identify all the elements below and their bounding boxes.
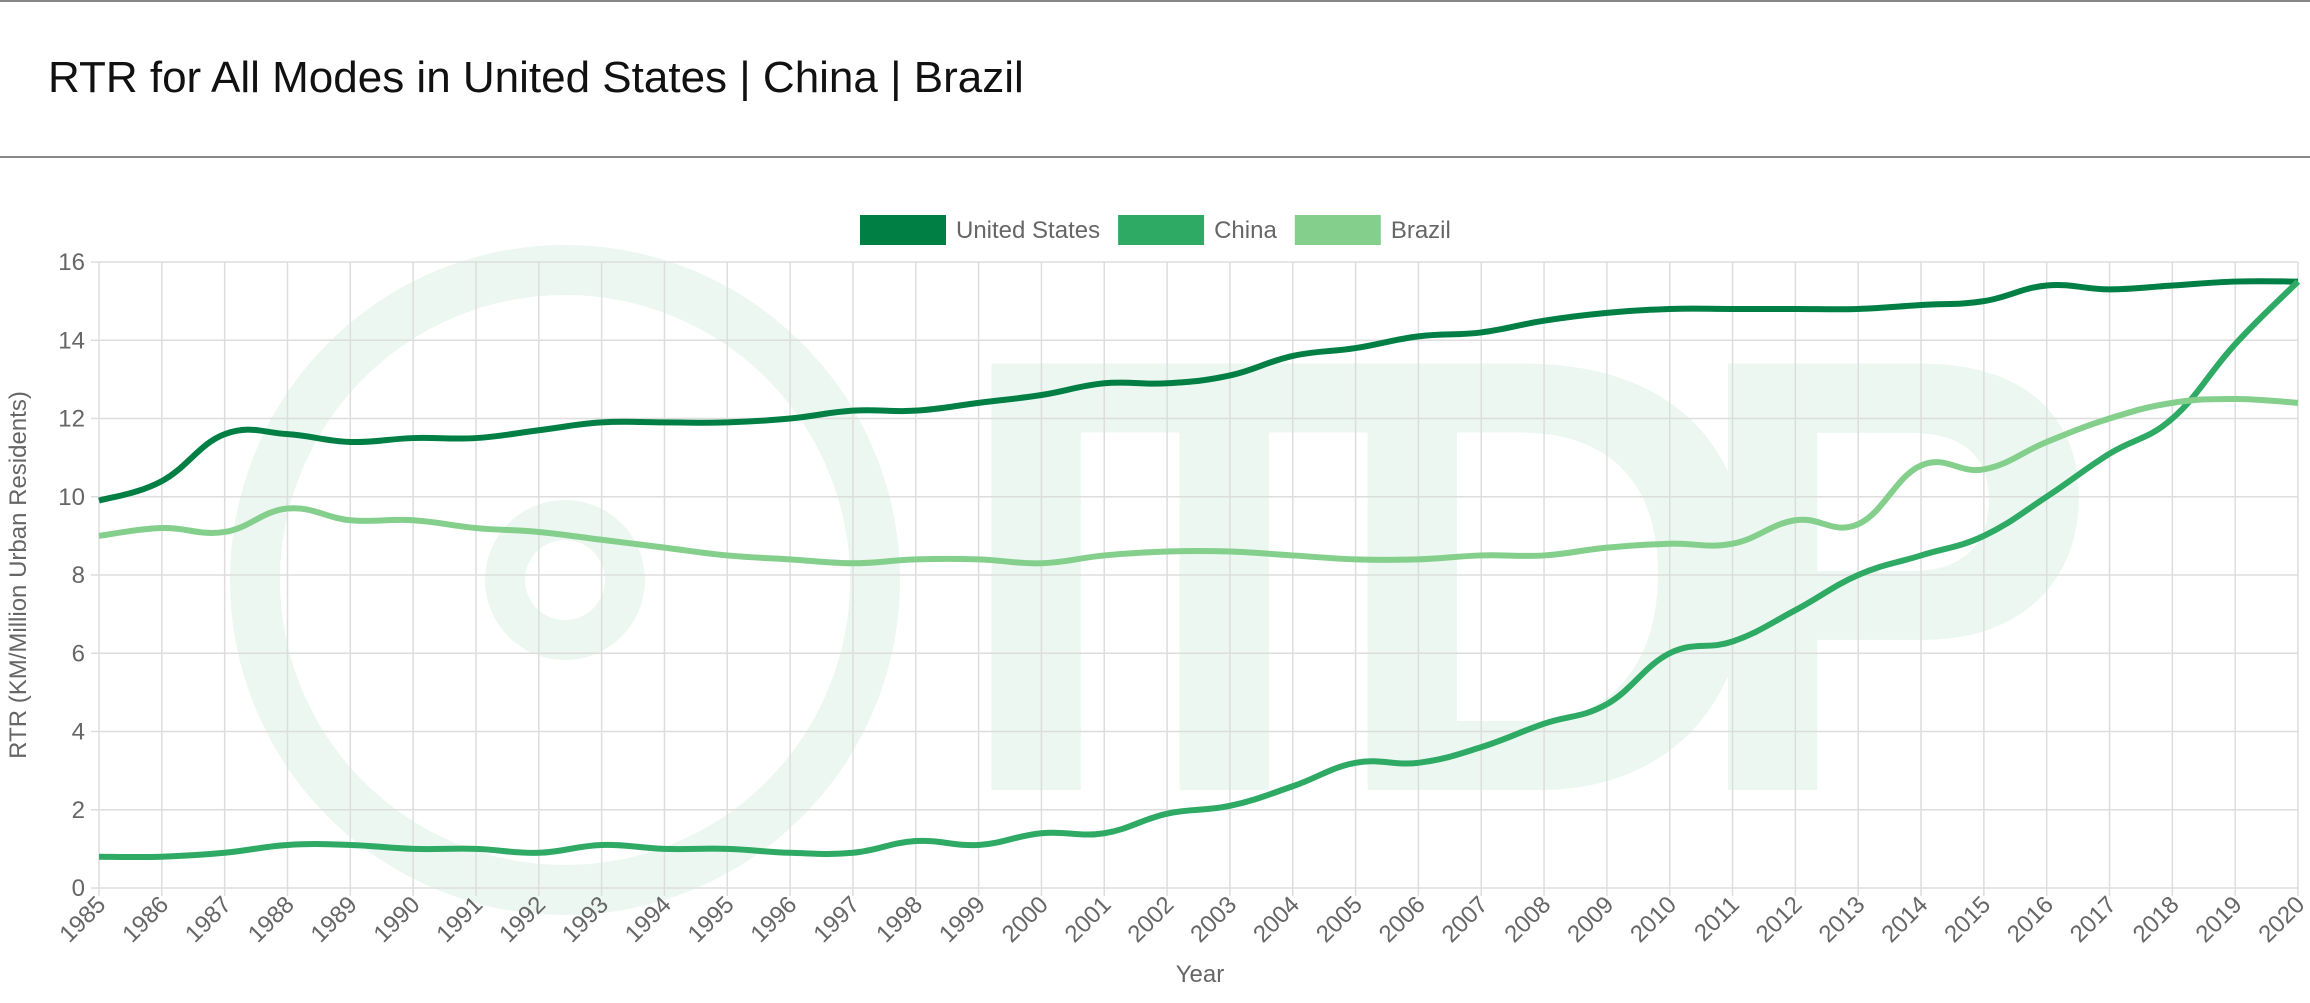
x-tick-label: 1988 [243,891,300,948]
legend-text: Brazil [1391,217,1451,244]
x-tick-label: 1997 [808,891,865,948]
legend-text: United States [956,217,1100,244]
legend: United States China Brazil [860,215,1451,245]
y-tick-label: 6 [72,640,85,667]
y-tick-label: 16 [58,249,85,276]
x-tick-label: 1990 [369,891,426,948]
series-line [98,278,2299,504]
y-tick-label: 8 [72,562,85,589]
series-line [98,279,2301,861]
x-tick-label: 1986 [117,891,174,948]
y-tick-label: 4 [72,719,85,746]
x-tick-label: 1985 [54,891,111,948]
chart-title: RTR for All Modes in United States | Chi… [48,53,1024,102]
x-tick-label: 1998 [871,891,928,948]
series-line [98,395,2299,567]
y-tick-label: 14 [58,327,85,354]
legend-swatch [1294,215,1381,245]
legend-text: China [1214,217,1277,244]
x-tick-label: 1996 [746,891,803,948]
y-tick-label: 12 [58,406,85,433]
svg-text:ITDP: ITDP [950,230,2100,922]
x-tick-label: 1995 [683,891,740,948]
x-tick-label: 2018 [2128,891,2185,948]
y-tick-label: 2 [72,797,85,824]
x-tick-label: 2019 [2191,891,2248,948]
x-axis-title: Year [1176,961,1225,988]
legend-swatch [860,215,946,245]
y-tick-label: 10 [58,484,85,511]
y-axis-title: RTR (KM/Million Urban Residents) [5,391,32,759]
x-tick-label: 1989 [306,891,363,948]
y-tick-label: 0 [72,875,85,902]
legend-swatch [1118,215,1205,245]
x-tick-label: 1987 [180,891,237,948]
watermark: ITDP [230,230,2100,922]
x-tick-label: 2020 [2253,891,2310,948]
